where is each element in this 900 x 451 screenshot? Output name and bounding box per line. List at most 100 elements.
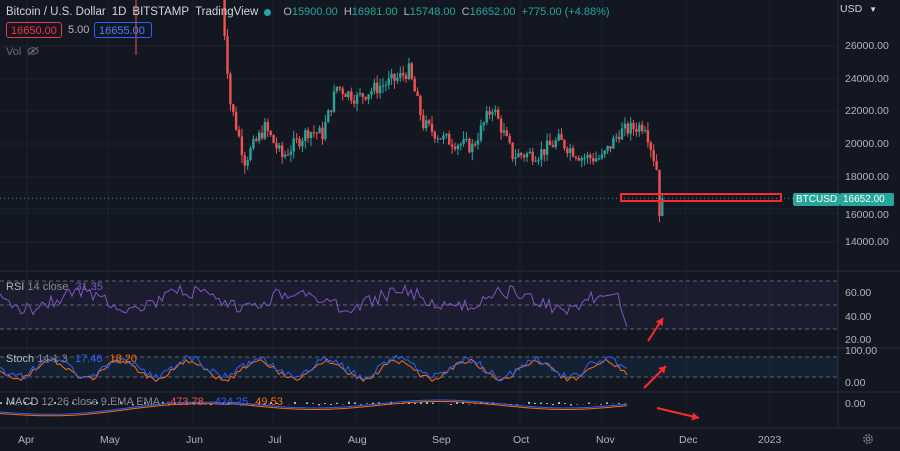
macd-histogram-bar (102, 404, 104, 406)
macd-histogram-bar (546, 403, 548, 404)
candle-body (330, 110, 333, 112)
candle-body (416, 91, 419, 96)
volume-legend[interactable]: Vol (6, 46, 39, 58)
macd-histogram-bar (132, 404, 134, 406)
macd-histogram-bar (222, 402, 224, 404)
candle-body (295, 138, 298, 140)
candle-body (252, 139, 255, 149)
macd-histogram-bar (198, 402, 200, 404)
macd-histogram-bar (90, 402, 92, 404)
interval-label[interactable]: 1D (111, 6, 127, 18)
macd-histogram-bar (294, 401, 296, 404)
candle-body (551, 145, 555, 148)
candle-body (439, 138, 442, 140)
hide-eye-icon[interactable] (27, 46, 39, 56)
time-label: Apr (18, 434, 35, 446)
stoch-name: Stoch (6, 353, 35, 365)
macd-histogram-bar (516, 404, 518, 405)
macd-histogram-bar (138, 404, 140, 405)
candle-body (494, 109, 497, 112)
candle-body (353, 100, 356, 104)
candle-body (557, 134, 560, 141)
rsi-line (0, 283, 628, 328)
candle-body (232, 104, 235, 113)
candle-body (387, 78, 390, 85)
time-label: Dec (679, 434, 698, 446)
currency-selector[interactable]: USD ▼ (840, 3, 890, 17)
currency-label: USD (840, 3, 863, 15)
candle-body (272, 135, 275, 143)
rsi-legend[interactable]: RSI 14 close 31.35 (6, 281, 103, 293)
buy-button[interactable]: 16655.00 (94, 22, 152, 38)
candle-body (315, 132, 318, 134)
macd-histogram-bar (12, 401, 14, 404)
candle-body (433, 131, 436, 139)
macd-histogram-bar (462, 401, 464, 404)
candle-body (301, 140, 304, 147)
ohlc-low-key: L (403, 6, 410, 18)
candle-body (226, 36, 229, 74)
candle-body (638, 124, 641, 132)
candle-body (306, 130, 310, 138)
candle-body (592, 158, 595, 162)
candle-body (373, 82, 376, 91)
candle-body (485, 111, 488, 123)
candle-body (243, 155, 246, 166)
candle-body (404, 75, 408, 79)
candle-body (566, 148, 569, 154)
macd-histogram-bar (600, 404, 602, 405)
candle-body (263, 121, 267, 139)
time-label: 2023 (758, 434, 782, 446)
candle-body (589, 154, 592, 159)
candle-body (361, 93, 364, 97)
candle-body (324, 122, 327, 140)
settings-gear-icon[interactable] (861, 432, 875, 446)
sell-button[interactable]: 16650.00 (6, 22, 62, 38)
macd-histogram-bar (276, 402, 278, 404)
candle-body (603, 150, 606, 155)
candle-body (600, 154, 604, 159)
ohlc-high-key: H (343, 6, 352, 18)
time-label: Sep (432, 434, 451, 446)
time-label: Nov (596, 434, 615, 446)
candle-body (376, 82, 379, 94)
candle-body (321, 127, 324, 140)
macd-histogram-bar (0, 402, 2, 404)
ohlc-high-value: 16981.00 (351, 6, 398, 18)
time-label: Jul (268, 434, 282, 446)
candle-body (528, 151, 532, 154)
candle-body (286, 154, 290, 156)
candle-body (223, 0, 226, 37)
volume-label: Vol (6, 46, 22, 58)
ohlc-low-value: 15748.00 (409, 6, 456, 18)
macd-histogram-bar (420, 402, 422, 404)
macd-histogram-bar (162, 401, 164, 404)
candle-body (502, 130, 506, 133)
candle-body (522, 155, 526, 158)
macd-histogram-bar (72, 402, 74, 404)
stoch-arrow-head (658, 366, 666, 374)
macd-histogram-bar (336, 402, 338, 404)
candle-body (520, 153, 523, 156)
candle-body (260, 132, 264, 139)
stoch-legend[interactable]: Stoch 14 1 3 17.46 18.20 (6, 353, 137, 365)
macd-histogram-bar (96, 402, 98, 404)
time-label: May (100, 434, 120, 446)
candle-body (393, 73, 396, 81)
macd-histogram-bar (372, 402, 374, 404)
candle-body (594, 158, 598, 162)
macd-histogram-bar (270, 401, 272, 404)
macd-legend[interactable]: MACD 12 26 close 9 EMA EMA -473.78 -424.… (6, 396, 283, 408)
rsi-tick: 40.00 (845, 311, 872, 323)
macd-line (0, 399, 628, 415)
candle-body (517, 153, 520, 158)
candle-body (422, 115, 425, 129)
highlight-box (620, 193, 782, 202)
macd-histogram-bar (324, 403, 326, 404)
candle-body (531, 151, 534, 162)
macd-histogram-bar (264, 403, 266, 404)
stoch-d-value: 18.20 (109, 353, 137, 365)
macd-histogram-bar (144, 402, 146, 404)
symbol-title[interactable]: Bitcoin / U.S. Dollar (6, 6, 106, 18)
